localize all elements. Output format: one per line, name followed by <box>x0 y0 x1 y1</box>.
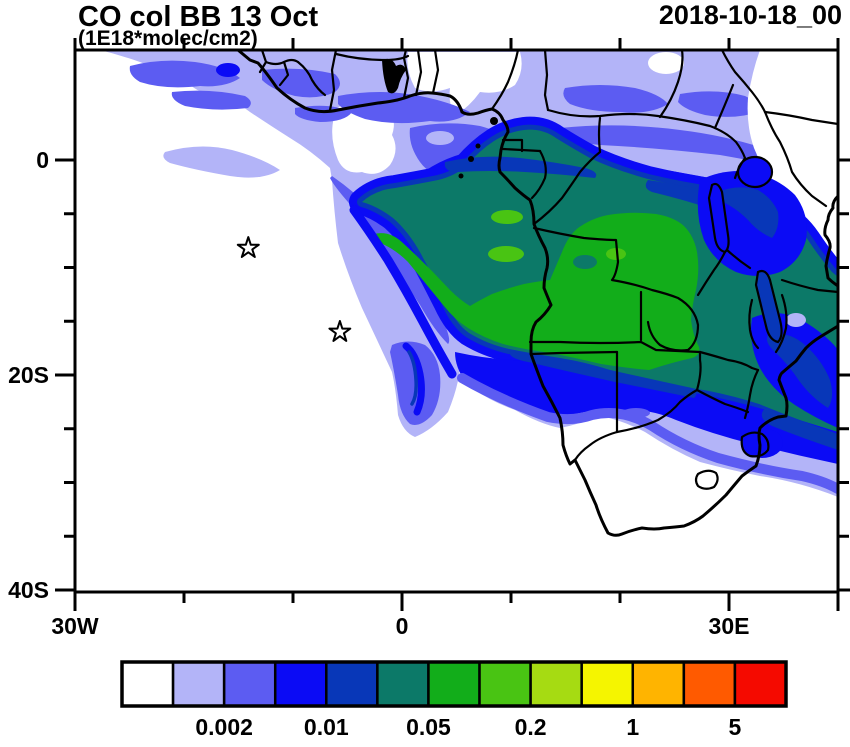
plume-atlantic-streaks <box>349 205 457 416</box>
colorbar-cell <box>325 660 379 708</box>
colorbar: 0.002 0.01 0.05 0.2 1 5 <box>120 660 788 740</box>
axes: 30W 0 30E 0 20S 40S <box>8 38 850 639</box>
island-sao-tome <box>468 156 474 162</box>
colorbar-cell <box>120 660 175 708</box>
colorbar-label: 1 <box>626 714 639 740</box>
colorbar-cell <box>222 660 277 708</box>
y-tick-label: 0 <box>36 147 49 173</box>
colorbar-cell <box>682 660 737 708</box>
map-plot-area <box>75 50 838 592</box>
colorbar-label: 0.05 <box>406 714 451 740</box>
colorbar-cell <box>733 660 788 708</box>
colorbar-cell <box>580 660 635 708</box>
blue-bulge-swaziland <box>741 428 783 458</box>
x-tick-label: 30W <box>51 613 99 639</box>
colorbar-label: 0.01 <box>304 714 349 740</box>
page-title: CO col BB 13 Oct <box>78 1 318 33</box>
island-annobon <box>458 173 464 179</box>
colorbar-cell <box>376 660 430 708</box>
colorbar-cell <box>273 660 328 708</box>
country-borders <box>258 50 838 490</box>
page-subtitle: (1E18*molec/cm2) <box>78 27 258 50</box>
x-tick-label: 30E <box>709 613 750 639</box>
colorbar-label: 0.2 <box>515 714 547 740</box>
periwinkle-wisp <box>163 146 280 178</box>
island-principe <box>475 143 481 149</box>
y-tick-label: 40S <box>8 577 49 603</box>
datestamp: 2018-10-18_00 <box>659 0 842 30</box>
colorbar-label: 0.002 <box>195 714 253 740</box>
colorbar-cell <box>478 660 532 708</box>
island-bioko <box>490 117 498 125</box>
star-markers <box>236 236 352 342</box>
border-lesotho <box>694 469 719 490</box>
border-swaziland <box>740 431 770 458</box>
south-fringe-stripe <box>457 373 838 494</box>
colorbar-cell <box>529 660 583 708</box>
colorbar-cell <box>427 660 481 708</box>
colorbar-cell <box>171 660 226 708</box>
lake-tanganyika <box>707 182 730 254</box>
lakes <box>382 58 783 344</box>
star-marker <box>236 236 260 258</box>
y-tick-label: 20S <box>8 362 49 388</box>
colorbar-cell <box>631 660 686 708</box>
colorbar-label: 5 <box>729 714 742 740</box>
coastline <box>236 50 838 537</box>
x-tick-label: 0 <box>396 613 409 639</box>
star-marker <box>328 320 352 342</box>
lake-volta <box>382 58 406 94</box>
lake-malawi <box>754 269 783 344</box>
